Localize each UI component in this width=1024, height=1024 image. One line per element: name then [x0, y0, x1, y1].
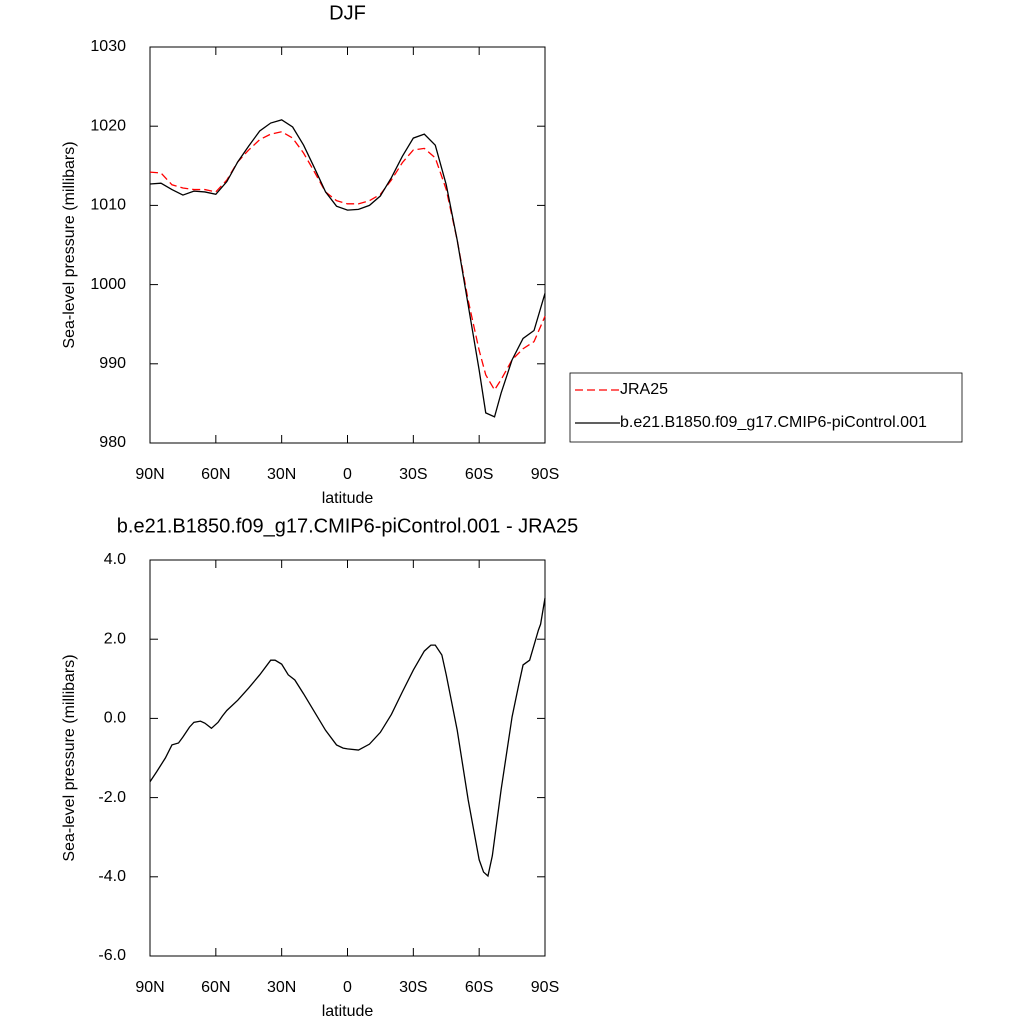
- x-tick-label: 60S: [465, 466, 493, 483]
- plot-frame: [149, 46, 546, 444]
- x-tick-label: 0: [343, 979, 352, 996]
- x-tick-label: 90N: [135, 979, 164, 996]
- chart-title: DJF: [329, 2, 366, 24]
- x-tick-label: 60S: [465, 979, 493, 996]
- y-tick-label: 980: [99, 434, 126, 451]
- legend-label: b.e21.B1850.f09_g17.CMIP6-piControl.001: [620, 414, 927, 431]
- y-tick-label: 990: [99, 355, 126, 372]
- x-tick-label: 60N: [201, 466, 230, 483]
- chart-title: b.e21.B1850.f09_g17.CMIP6-piControl.001 …: [117, 515, 578, 537]
- x-tick-label: 30N: [267, 466, 296, 483]
- x-tick-label: 90S: [531, 979, 559, 996]
- y-axis-label: Sea-level pressure (millibars): [61, 654, 78, 861]
- x-tick-label: 60N: [201, 979, 230, 996]
- y-tick-label: 4.0: [104, 551, 126, 568]
- x-tick-label: 30S: [399, 466, 427, 483]
- y-axis-label: Sea-level pressure (millibars): [61, 141, 78, 348]
- y-tick-label: 1000: [90, 276, 126, 293]
- data-line: [149, 131, 546, 392]
- x-tick-label: 90N: [135, 466, 164, 483]
- y-tick-label: 1010: [90, 197, 126, 214]
- x-tick-label: 0: [343, 466, 352, 483]
- x-tick-label: 30S: [399, 979, 427, 996]
- data-line: [149, 597, 546, 878]
- legend-box: [569, 372, 963, 443]
- y-tick-label: 1030: [90, 38, 126, 55]
- y-tick-label: 0.0: [104, 710, 126, 727]
- data-line: [149, 119, 546, 418]
- x-tick-label: 30N: [267, 979, 296, 996]
- y-tick-label: 2.0: [104, 630, 126, 647]
- x-axis-label: latitude: [322, 490, 374, 507]
- x-axis-label: latitude: [322, 1003, 374, 1020]
- y-tick-label: -4.0: [98, 868, 126, 885]
- plot-frame: [149, 559, 546, 957]
- y-tick-label: -6.0: [98, 947, 126, 964]
- legend-label: JRA25: [620, 381, 668, 398]
- x-tick-label: 90S: [531, 466, 559, 483]
- y-tick-label: -2.0: [98, 789, 126, 806]
- y-tick-label: 1020: [90, 117, 126, 134]
